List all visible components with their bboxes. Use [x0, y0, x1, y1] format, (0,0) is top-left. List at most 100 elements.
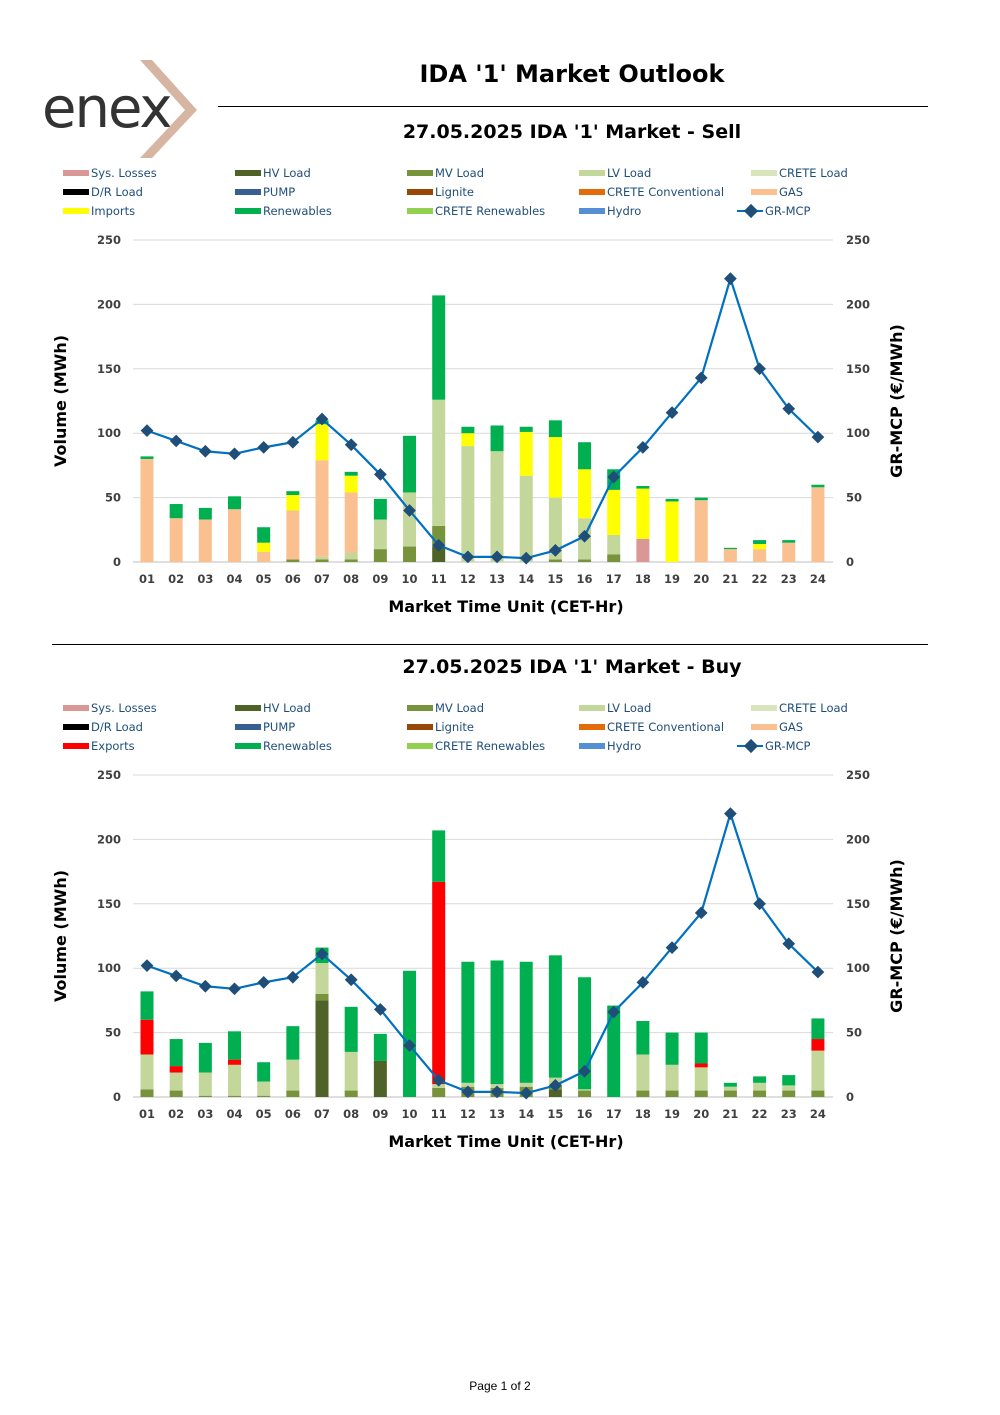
- chart2-bar-mv-load-21: [723, 1090, 737, 1097]
- title-divider: [218, 106, 928, 107]
- chart2-xtick: 09: [372, 1107, 388, 1121]
- chart2-bar-lv-load-01: [140, 1054, 154, 1090]
- chart1-bar-renewables-10: [403, 435, 417, 493]
- chart2-bar-mv-load-05: [257, 1095, 271, 1097]
- chart2-bar-mv-load-07: [315, 993, 329, 1001]
- chart1-bar-lv-load-07: [315, 556, 329, 560]
- chart2-legend-exports: Exports: [63, 739, 135, 753]
- chart2-ytick-left: 0: [113, 1090, 121, 1104]
- chart2-bar-mv-load-03: [198, 1095, 212, 1097]
- chart2-xtick: 22: [752, 1107, 768, 1121]
- chart1-xtick: 10: [402, 572, 418, 586]
- chart1-line-gr-mcp: [146, 274, 819, 560]
- chart2-legend-gas: GAS: [751, 720, 803, 734]
- chart1-bar-renewables-01: [140, 456, 154, 459]
- chart2-bar-exports-24: [811, 1039, 825, 1051]
- chart1-xtick: 03: [197, 572, 213, 586]
- chart1-ytick-right: 50: [846, 491, 862, 505]
- chart1-bar-gas-03: [198, 519, 212, 562]
- chart1-bar-mv-load-10: [403, 546, 417, 562]
- chart1-bar-renewables-08: [344, 471, 358, 476]
- chart1-point-gr-mcp-01: [140, 424, 154, 437]
- legend-label: CRETE Load: [779, 701, 848, 715]
- legend-swatch: [407, 170, 433, 176]
- chart1-legend-d-r-load: D/R Load: [63, 185, 143, 199]
- chart2-bar-mv-load-11: [432, 1087, 446, 1097]
- chart1-bar-lv-load-09: [373, 519, 387, 550]
- chart1-bar-renewables-19: [665, 498, 679, 502]
- chart1-xtick: 19: [664, 572, 680, 586]
- chart1-legend-lignite: Lignite: [407, 185, 474, 199]
- chart1-legend-mv-load: MV Load: [407, 166, 484, 180]
- chart2-bar-renewables-18: [636, 1021, 650, 1055]
- chart2-legend-crete-load: CRETE Load: [751, 701, 848, 715]
- chart2-ytick-right: 0: [846, 1090, 854, 1104]
- chart2-point-gr-mcp-01: [140, 959, 154, 972]
- chart1-bar-renewables-11: [432, 295, 446, 400]
- chart1-ytick-left: 200: [97, 297, 121, 311]
- legend-label: Renewables: [263, 204, 332, 218]
- chart1-xlabel: Market Time Unit (CET-Hr): [388, 597, 623, 615]
- chart2-legend-pump: PUMP: [235, 720, 295, 734]
- chart1-xtick: 12: [460, 572, 476, 586]
- legend-label: Exports: [91, 739, 135, 753]
- chart1-bar-mv-load-09: [373, 549, 387, 562]
- chart1-bar-renewables-03: [198, 507, 212, 520]
- chart1-bar-imports-19: [665, 501, 679, 562]
- legend-swatch: [235, 724, 261, 730]
- chart2-legend-d-r-load: D/R Load: [63, 720, 143, 734]
- chart2-y2label: GR-MCP (€/MWh): [887, 859, 906, 1013]
- legend-swatch: [235, 189, 261, 195]
- chart1-bar-imports-15: [548, 437, 562, 498]
- legend-label: Sys. Losses: [91, 166, 157, 180]
- chart1-ytick-right: 200: [846, 297, 870, 311]
- chart2-xtick: 10: [402, 1107, 418, 1121]
- chart1-bar-renewables-13: [490, 425, 504, 452]
- legend-diamond-swatch: [743, 203, 759, 219]
- chart1-legend-pump: PUMP: [235, 185, 295, 199]
- legend-label: CRETE Conventional: [607, 720, 724, 734]
- legend-swatch: [579, 170, 605, 176]
- chart1-xtick: 04: [227, 572, 243, 586]
- legend-label: GAS: [779, 185, 803, 199]
- chart1-bar-renewables-09: [373, 498, 387, 520]
- chart1-bar-renewables-21: [723, 547, 737, 550]
- chart2-bar-exports-11: [432, 881, 446, 1085]
- chart2-bar-lv-load-12: [461, 1082, 475, 1087]
- chart1-bar-imports-22: [753, 543, 767, 550]
- chart1-bar-gas-08: [344, 492, 358, 553]
- legend-label: D/R Load: [91, 720, 143, 734]
- legend-label: MV Load: [435, 166, 484, 180]
- chart2-xtick: 19: [664, 1107, 680, 1121]
- chart2-bar-lv-load-07: [315, 963, 329, 994]
- chart2-bar-renewables-16: [578, 977, 592, 1090]
- chart1-ytick-left: 150: [97, 362, 121, 376]
- legend-label: HV Load: [263, 166, 311, 180]
- legend-swatch: [63, 743, 89, 749]
- chart1-ylabel: Volume (MWh): [51, 335, 70, 467]
- section-divider: [52, 644, 928, 645]
- chart1-bar-imports-16: [578, 469, 592, 519]
- chart2-xtick: 08: [343, 1107, 359, 1121]
- chart2-xtick: 07: [314, 1107, 330, 1121]
- chart1-legend-gr-mcp: GR-MCP: [737, 203, 811, 219]
- chart1-bar-imports-06: [286, 495, 300, 511]
- chart2-xtick: 18: [635, 1107, 651, 1121]
- chart1-bar-renewables-15: [548, 420, 562, 438]
- logo-text: enex: [42, 76, 171, 141]
- chart1-xtick: 13: [489, 572, 505, 586]
- chart2-bar-lv-load-24: [811, 1050, 825, 1091]
- chart1-bar-lv-load-10: [403, 492, 417, 547]
- legend-swatch: [407, 189, 433, 195]
- chart2-ytick-right: 50: [846, 1026, 862, 1040]
- chart2-bar-lv-load-22: [753, 1082, 767, 1091]
- chart2-bar-renewables-04: [228, 1031, 242, 1060]
- chart1-bar-imports-17: [607, 489, 621, 535]
- chart2-xtick: 15: [547, 1107, 563, 1121]
- chart1-xtick: 11: [431, 572, 447, 586]
- chart2-bar-lv-load-05: [257, 1081, 271, 1096]
- chart2-bar-lv-load-16: [578, 1089, 592, 1091]
- legend-swatch: [407, 743, 433, 749]
- chart2-legend-crete-conventional: CRETE Conventional: [579, 720, 724, 734]
- legend-label: Hydro: [607, 204, 641, 218]
